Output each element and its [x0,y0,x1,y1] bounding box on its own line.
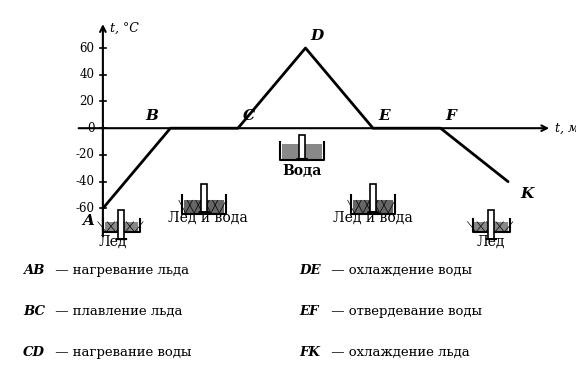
Text: Лед и вода: Лед и вода [168,211,248,225]
Text: 40: 40 [79,68,94,81]
Text: E: E [378,109,390,123]
Text: EF: EF [300,305,319,318]
Circle shape [367,212,378,213]
Text: AB: AB [23,264,44,277]
Text: D: D [310,29,324,43]
Bar [488,210,494,239]
Text: 60: 60 [79,42,94,55]
Circle shape [199,212,210,213]
Bar [201,185,207,212]
Bar [105,222,138,232]
Bar [184,200,225,213]
Text: B: B [146,109,158,123]
Text: A: A [82,214,94,228]
Text: t, мин: t, мин [555,122,576,135]
Bar [282,144,323,160]
Text: FK: FK [300,346,320,359]
Text: 20: 20 [79,95,94,108]
Text: -20: -20 [75,148,94,161]
Text: Лед: Лед [98,235,127,249]
Text: — плавление льда: — плавление льда [51,305,182,318]
Text: t, °C: t, °C [109,21,138,34]
Text: Вода: Вода [282,164,322,178]
Text: BC: BC [23,305,45,318]
Text: — охлаждение льда: — охлаждение льда [327,346,470,359]
Bar [474,222,508,232]
Bar [299,135,305,159]
Bar [353,200,393,213]
Text: Лед: Лед [477,235,505,249]
Text: K: K [520,187,533,201]
Bar [119,210,124,239]
Text: -60: -60 [75,202,94,215]
Text: F: F [446,109,457,123]
Text: — нагревание льда: — нагревание льда [51,264,189,277]
Text: 0: 0 [87,122,94,135]
Text: C: C [243,109,255,123]
Bar [370,185,376,212]
Text: — отвердевание воды: — отвердевание воды [327,305,482,318]
Text: -40: -40 [75,175,94,188]
Text: CD: CD [23,346,45,359]
Text: Лед и вода: Лед и вода [333,211,413,225]
Text: DE: DE [300,264,321,277]
Text: — нагревание воды: — нагревание воды [51,346,191,359]
Text: — охлаждение воды: — охлаждение воды [327,264,472,277]
